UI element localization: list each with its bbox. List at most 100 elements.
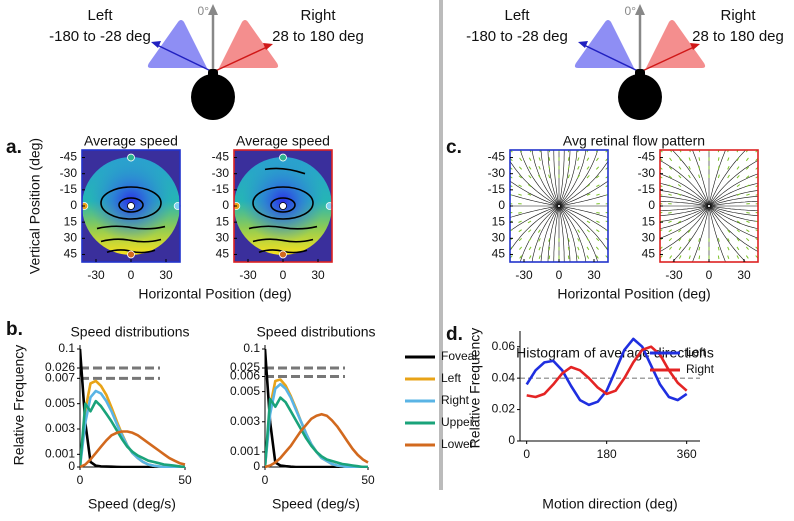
x-tick-label: 30 — [311, 268, 325, 282]
y-tick-label: 0.06 — [492, 339, 516, 353]
x-tick-label: 0 — [128, 268, 135, 282]
y-tick-label: 15 — [64, 214, 78, 228]
flow-arrow — [736, 184, 741, 188]
x-tick-label: -30 — [87, 268, 105, 282]
streamline — [692, 207, 710, 262]
flow-arrow — [567, 165, 570, 170]
x-tick-label: 0 — [262, 473, 269, 487]
streamline — [671, 150, 709, 206]
flow-arrow — [586, 229, 590, 233]
y-tick-label: -45 — [488, 150, 506, 164]
y-tick-label: 45 — [216, 247, 230, 261]
flow-arrow — [698, 165, 701, 170]
flow-field — [660, 150, 758, 262]
arrow-head — [578, 41, 588, 48]
flow-arrow — [528, 175, 532, 179]
flow-arrow — [678, 166, 682, 170]
legend-label: Right — [441, 393, 470, 407]
panel-label: a. — [6, 137, 22, 158]
y-tick-label: 15 — [642, 214, 656, 228]
flow-arrow — [586, 220, 591, 224]
flow-arrow — [528, 157, 532, 162]
flow-arrow — [717, 157, 720, 161]
flow-arrow — [595, 166, 600, 170]
x-axis-label: Motion direction (deg) — [542, 496, 677, 512]
streamline — [559, 150, 578, 206]
flow-arrow — [518, 220, 522, 223]
contour — [100, 238, 162, 243]
flow-arrow — [510, 175, 513, 179]
flow-arrow — [586, 184, 591, 188]
contour — [100, 186, 162, 220]
streamline — [519, 206, 559, 262]
streamline — [710, 201, 758, 207]
flow-arrow — [688, 238, 691, 242]
y-tick-label: 15 — [216, 214, 230, 228]
flow-arrow — [746, 220, 750, 223]
x-tick-label: -30 — [665, 268, 683, 282]
x-axis-label: Horizontal Position (deg) — [138, 286, 291, 302]
streamline — [708, 207, 726, 262]
left-cone — [574, 20, 634, 68]
y-tick-label: -45 — [638, 150, 656, 164]
flow-arrow — [746, 184, 750, 188]
region-dot — [279, 202, 287, 210]
flow-arrow — [577, 157, 580, 161]
flow-arrow — [586, 246, 590, 251]
x-tick-label: 50 — [361, 473, 375, 487]
head — [191, 74, 235, 120]
y-tick-label: -30 — [488, 166, 506, 180]
flow-arrow — [745, 255, 749, 259]
y-tick-label: 15 — [492, 214, 506, 228]
streamline — [709, 206, 758, 252]
left-range: -180 to -28 deg — [466, 28, 568, 45]
y-tick-label: 0 — [253, 459, 260, 473]
flow-arrow — [755, 237, 758, 241]
flow-arrow — [528, 166, 532, 170]
flow-arrow — [548, 165, 551, 170]
streamline — [660, 196, 708, 206]
flow-arrow — [605, 175, 608, 179]
flow-arrow — [727, 255, 730, 260]
flow-arrow — [596, 175, 600, 179]
left-range: -180 to -28 deg — [49, 28, 151, 45]
flow-arrow — [669, 246, 673, 250]
flow-arrow — [736, 255, 740, 259]
streamline — [560, 205, 608, 218]
y-tick-label: 0 — [508, 433, 515, 447]
streamline — [709, 206, 758, 222]
streamline — [531, 206, 559, 262]
arrow-head — [151, 41, 161, 48]
flow-arrow — [698, 157, 701, 161]
flow-arrow — [717, 255, 720, 260]
flow-arrow — [537, 229, 541, 233]
right-cone — [219, 20, 279, 68]
flow-arrow — [519, 255, 523, 259]
flow-arrow — [577, 238, 580, 242]
flow-arrow — [567, 238, 570, 242]
flow-arrow — [595, 246, 599, 250]
y-tick-label: 0 — [648, 198, 655, 212]
panel-label: c. — [446, 137, 462, 158]
flow-arrow — [669, 255, 673, 259]
legend-label: Left — [686, 345, 707, 359]
flow-arrow — [518, 193, 522, 196]
flow-arrow — [527, 193, 532, 196]
x-tick-label: 0 — [706, 268, 713, 282]
x-tick-label: 0 — [523, 447, 530, 461]
flow-arrow — [567, 157, 570, 161]
streamline — [709, 182, 758, 206]
left-arrow — [583, 44, 641, 73]
flow-arrow — [586, 255, 590, 259]
streamline — [540, 206, 559, 262]
left-arrow — [156, 44, 214, 73]
streamline — [709, 160, 758, 206]
streamline — [510, 205, 558, 218]
streamline — [660, 205, 708, 211]
series-line — [80, 430, 186, 468]
streamline — [660, 190, 709, 206]
flow-arrow — [678, 246, 682, 251]
flow-arrow — [660, 175, 663, 179]
legend-label: Upper — [441, 415, 474, 429]
y-tick-label: -30 — [60, 166, 78, 180]
